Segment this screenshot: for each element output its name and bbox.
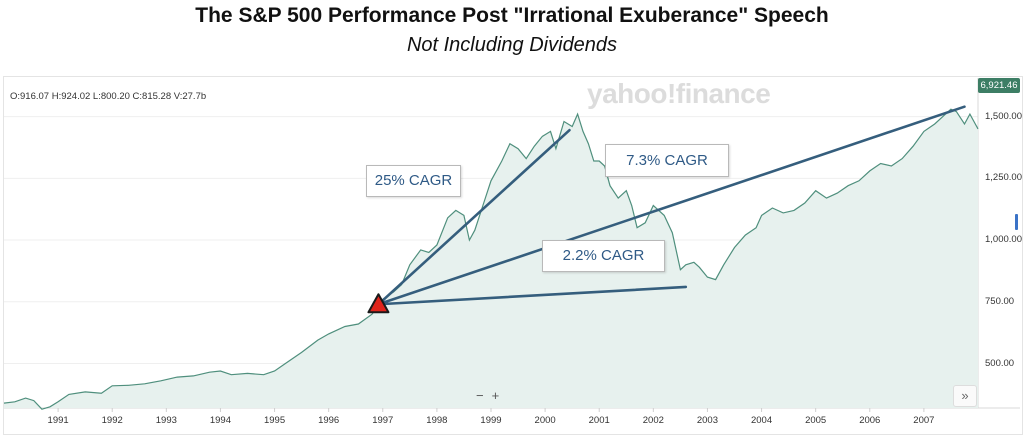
x-tick-label: 2004: [750, 415, 773, 426]
y-tick-label: 1,000.00: [985, 234, 1022, 246]
y-tick-label: 1,500.00: [985, 110, 1022, 122]
x-tick-label: 2007: [913, 415, 935, 426]
chart-title: The S&P 500 Performance Post "Irrational…: [195, 4, 829, 27]
zoom-in-button[interactable]: +: [491, 388, 500, 403]
x-tick-label: 2006: [859, 415, 881, 426]
chart-subtitle: Not Including Dividends: [406, 34, 618, 56]
x-tick-label: 1994: [209, 415, 232, 426]
y-tick-label: 750.00: [985, 295, 1015, 307]
zoom-controls: − +: [476, 388, 499, 403]
x-tick-label: 1991: [47, 415, 69, 426]
y-tick-label: 1,250.00: [985, 172, 1022, 184]
series-line: [3, 108, 979, 410]
price-scale-handle[interactable]: [1015, 214, 1018, 230]
speech-marker-triangle: [367, 293, 390, 314]
x-tick-label: 1992: [101, 415, 123, 426]
x-tick-label: 1995: [263, 415, 286, 426]
series-area: [4, 109, 978, 410]
x-tick-label: 1998: [426, 415, 448, 426]
y-tick-label: 500.00: [985, 357, 1015, 369]
trend-line-2: [377, 105, 966, 306]
x-tick-label: 1996: [318, 415, 340, 426]
x-tick-label: 2002: [642, 415, 664, 426]
callout-2-2-cagr: 2.2% CAGR: [542, 240, 665, 272]
x-tick-label: 2003: [696, 415, 719, 426]
x-tick-label: 1999: [480, 415, 502, 426]
x-tick-label: 2005: [805, 415, 827, 426]
x-tick-label: 1997: [372, 415, 394, 426]
zoom-out-button[interactable]: −: [476, 388, 484, 403]
trend-line-3: [377, 285, 688, 306]
yahoo-finance-watermark: yahoo!finance: [587, 78, 771, 109]
x-tick-label: 2000: [534, 415, 556, 426]
trend-line-1: [377, 128, 571, 306]
x-tick-label: 1993: [155, 415, 177, 426]
callout-7-3-cagr: 7.3% CAGR: [605, 144, 729, 177]
last-price-badge: 6,921.46: [978, 78, 1020, 93]
x-tick-label: 2001: [588, 415, 610, 426]
scroll-forward-button[interactable]: »: [953, 385, 977, 407]
callout-25-cagr: 25% CAGR: [366, 165, 461, 197]
ohlc-readout: O:916.07 H:924.02 L:800.20 C:815.28 V:27…: [10, 91, 207, 102]
